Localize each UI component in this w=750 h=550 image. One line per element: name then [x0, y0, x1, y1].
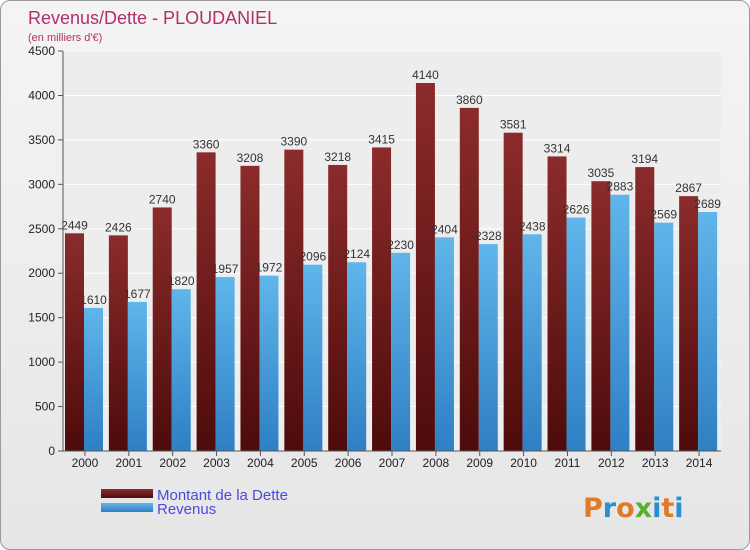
bar-revenue-2011	[566, 217, 586, 451]
x-tick-label: 2014	[686, 456, 713, 470]
y-tick-label: 4000	[28, 88, 55, 102]
y-tick-label: 3500	[28, 133, 55, 147]
value-label-revenue-2001: 1677	[124, 287, 151, 301]
value-label-revenue-2014: 2689	[694, 197, 721, 211]
bar-debt-2008	[415, 83, 435, 451]
value-label-revenue-2009: 2328	[475, 229, 502, 243]
value-label-debt-2010: 3581	[500, 118, 527, 132]
bar-debt-2004	[240, 165, 260, 451]
bar-debt-2005	[284, 149, 304, 451]
y-tick-label: 2500	[28, 222, 55, 236]
bar-revenue-2014	[698, 211, 718, 451]
bar-revenue-2001	[127, 301, 147, 451]
bar-revenue-2013	[654, 222, 674, 451]
chart-title: Revenus/Dette - PLOUDANIEL	[28, 8, 277, 28]
value-label-revenue-2012: 2883	[607, 180, 634, 194]
x-tick-label: 2010	[510, 456, 537, 470]
value-label-debt-2000: 2449	[61, 218, 88, 232]
y-tick-label: 4500	[28, 44, 55, 58]
x-tick-label: 2008	[423, 456, 450, 470]
legend-label-revenue: Revenus	[157, 501, 216, 518]
value-label-debt-2012: 3035	[588, 166, 615, 180]
bar-debt-2013	[635, 167, 655, 452]
x-tick-label: 2009	[466, 456, 493, 470]
value-label-debt-2002: 2740	[149, 192, 176, 206]
value-label-revenue-2013: 2569	[650, 208, 677, 222]
value-label-revenue-2006: 2124	[343, 247, 370, 261]
value-label-debt-2003: 3360	[193, 137, 220, 151]
value-label-debt-2008: 4140	[412, 68, 439, 82]
x-tick-label: 2006	[335, 456, 362, 470]
proxiti-logo: Proxiti	[583, 493, 684, 524]
y-tick-label: 1000	[28, 355, 55, 369]
bar-revenue-2010	[522, 234, 542, 451]
x-tick-label: 2000	[72, 456, 99, 470]
y-tick-label: 2000	[28, 266, 55, 280]
value-label-debt-2009: 3860	[456, 93, 483, 107]
bar-debt-2001	[108, 235, 128, 451]
bar-revenue-2006	[347, 262, 367, 451]
bar-revenue-2007	[391, 252, 411, 451]
bar-revenue-2000	[84, 307, 103, 451]
x-tick-label: 2007	[379, 456, 406, 470]
value-label-revenue-2002: 1820	[168, 274, 195, 288]
value-label-revenue-2003: 1957	[212, 262, 239, 276]
bar-debt-2011	[547, 156, 567, 451]
bar-revenue-2005	[303, 264, 323, 451]
value-label-debt-2007: 3415	[368, 132, 395, 146]
x-tick-label: 2012	[598, 456, 625, 470]
y-tick-label: 0	[48, 444, 55, 458]
x-tick-label: 2011	[555, 456, 581, 470]
bar-debt-2002	[152, 207, 172, 451]
value-label-debt-2005: 3390	[280, 135, 307, 149]
value-label-revenue-2007: 2230	[387, 238, 414, 252]
bar-debt-2007	[372, 147, 392, 451]
y-tick-label: 500	[35, 400, 55, 414]
chart-subtitle: (en milliers d'€)	[28, 32, 102, 44]
bar-debt-2003	[196, 152, 216, 452]
x-tick-label: 2013	[642, 456, 669, 470]
x-tick-label: 2003	[203, 456, 230, 470]
bar-debt-2009	[459, 107, 479, 451]
legend-label-debt: Montant de la Dette	[157, 487, 288, 504]
y-tick-label: 3000	[28, 177, 55, 191]
value-label-debt-2006: 3218	[324, 150, 351, 164]
value-label-revenue-2005: 2096	[299, 250, 326, 264]
value-label-debt-2004: 3208	[237, 151, 264, 165]
bar-revenue-2012	[610, 194, 630, 451]
value-label-debt-2011: 3314	[544, 141, 571, 155]
value-label-revenue-2008: 2404	[431, 222, 458, 236]
value-label-revenue-2011: 2626	[563, 203, 590, 217]
value-label-revenue-2000: 1610	[80, 293, 107, 307]
bar-revenue-2003	[215, 277, 235, 451]
value-label-debt-2013: 3194	[631, 152, 658, 166]
legend-swatch-debt	[101, 489, 153, 498]
bar-revenue-2009	[478, 244, 498, 451]
value-label-revenue-2010: 2438	[519, 219, 546, 233]
y-tick-label: 1500	[28, 311, 55, 325]
bar-revenue-2004	[259, 275, 279, 451]
x-tick-label: 2004	[247, 456, 274, 470]
bar-revenue-2002	[171, 289, 191, 451]
x-tick-label: 2001	[115, 456, 142, 470]
bar-revenue-2008	[434, 237, 454, 451]
value-label-debt-2014: 2867	[675, 181, 702, 195]
x-tick-label: 2002	[159, 456, 186, 470]
value-label-debt-2001: 2426	[105, 220, 132, 234]
x-tick-label: 2005	[291, 456, 318, 470]
bar-debt-2000	[65, 233, 84, 451]
value-label-revenue-2004: 1972	[256, 261, 283, 275]
legend-swatch-revenue	[101, 503, 153, 512]
bar-debt-2014	[679, 196, 699, 451]
bar-debt-2006	[328, 164, 348, 451]
bar-debt-2010	[503, 132, 523, 451]
bar-debt-2012	[591, 181, 611, 451]
